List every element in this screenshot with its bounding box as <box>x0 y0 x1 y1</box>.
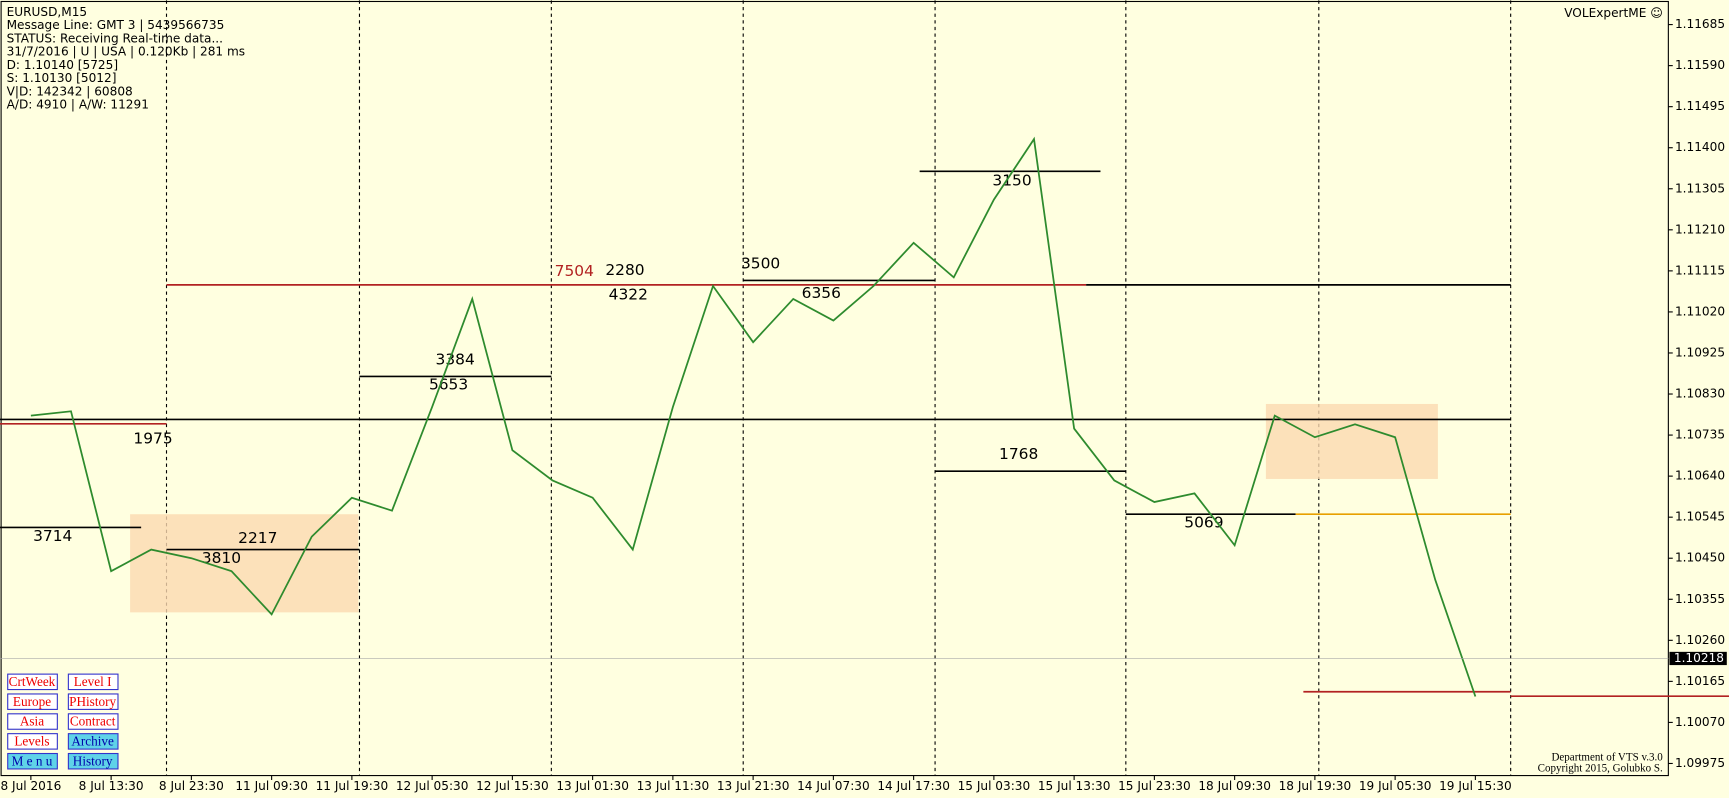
level-label: 1768 <box>999 445 1038 463</box>
button[interactable]: Archive <box>67 733 119 750</box>
level-label: 1975 <box>133 430 172 448</box>
y-tick-label: 1.11590 <box>1675 58 1725 72</box>
x-tick-label: 13 Jul 21:30 <box>717 779 790 793</box>
y-tick-label: 1.11115 <box>1675 263 1725 277</box>
level-label: 3384 <box>436 350 475 368</box>
level-labels: 7504 2280 4322 3500 6356 3384 5653 1975 … <box>33 172 1223 567</box>
level-label: 4322 <box>609 285 648 303</box>
plot-frame <box>0 0 1669 777</box>
info-line: V|D: 142342 | 60808 <box>7 84 133 98</box>
y-tick-label: 1.10355 <box>1675 592 1725 606</box>
y-tick-label: 1.11210 <box>1675 222 1725 236</box>
button-label[interactable]: Asia <box>20 714 44 729</box>
y-tick-label: 1.11020 <box>1675 304 1725 318</box>
level-label: 5653 <box>429 376 468 394</box>
buttons: CrtWeek Level I Europe PHistory Asia Con… <box>7 673 119 770</box>
x-tick-label: 19 Jul 05:30 <box>1359 779 1432 793</box>
button[interactable]: Levels <box>7 733 58 750</box>
x-tick-label: 8 Jul 2016 <box>0 779 61 793</box>
y-tick-label: 1.10070 <box>1675 715 1725 729</box>
level-label: 2217 <box>238 529 277 547</box>
x-tick-label: 15 Jul 13:30 <box>1038 779 1111 793</box>
button-label[interactable]: PHistory <box>69 694 116 709</box>
info-line: S: 1.10130 [5012] <box>7 71 117 85</box>
info-line: D: 1.10140 [5725] <box>7 58 118 72</box>
price-line <box>30 136 1477 697</box>
button-label[interactable]: Contract <box>70 714 116 729</box>
button-label[interactable]: Europe <box>13 694 51 709</box>
button[interactable]: History <box>67 752 119 770</box>
level-label: 2280 <box>605 261 644 279</box>
range-box <box>130 514 359 613</box>
x-tick-label: 13 Jul 11:30 <box>637 779 710 793</box>
x-tick-label: 12 Jul 05:30 <box>396 779 469 793</box>
level-label: 3500 <box>741 254 780 272</box>
info-line: Message Line: GMT 3 | 5439566735 <box>7 18 225 32</box>
y-tick-label: 1.10545 <box>1675 510 1725 524</box>
footer-line: Department of VTS v.3.0 <box>1551 751 1663 763</box>
x-tick-label: 13 Jul 01:30 <box>556 779 629 793</box>
symbol: EURUSD,M15 <box>7 5 88 19</box>
level-label: 3150 <box>992 172 1031 190</box>
x-tick-label: 14 Jul 07:30 <box>797 779 870 793</box>
button[interactable]: CrtWeek <box>7 673 58 691</box>
x-tick-label: 15 Jul 03:30 <box>958 779 1031 793</box>
button-label[interactable]: History <box>73 753 113 768</box>
x-tick-label: 18 Jul 19:30 <box>1279 779 1352 793</box>
x-tick-label: 18 Jul 09:30 <box>1198 779 1271 793</box>
x-tick-label: 19 Jul 15:30 <box>1439 779 1512 793</box>
y-tick-label: 1.11400 <box>1675 140 1725 154</box>
x-tick-label: 11 Jul 19:30 <box>316 779 389 793</box>
y-tick-label: 1.10260 <box>1675 633 1725 647</box>
level-label: 3810 <box>202 549 241 567</box>
button[interactable]: Contract <box>67 713 119 730</box>
y-tick-label: 1.10735 <box>1675 428 1725 442</box>
level-label: 6356 <box>802 284 841 302</box>
level-label: 3714 <box>33 527 72 545</box>
button-label[interactable]: CrtWeek <box>9 674 56 689</box>
price-plot <box>0 136 1669 697</box>
price-axis: 1.11685 1.11590 1.11495 1.11400 1.11305 1.112… <box>0 17 1727 793</box>
button-label[interactable]: M e n u <box>12 753 53 768</box>
button-label[interactable]: Archive <box>71 734 114 749</box>
button[interactable]: Asia <box>7 713 58 730</box>
button[interactable]: Level I <box>67 673 119 691</box>
x-tick-label: 8 Jul 13:30 <box>79 779 144 793</box>
y-tick-label: 1.11305 <box>1675 181 1725 195</box>
info-line: STATUS: Receiving Real-time data... <box>7 31 223 45</box>
brand: VOLExpertME ☺ <box>1564 6 1663 20</box>
last-price-box <box>1669 651 1727 666</box>
button[interactable]: M e n u <box>7 752 58 770</box>
y-tick-label: 1.10450 <box>1675 551 1725 565</box>
info-line: 31/7/2016 | U | USA | 0.120Kb | 281 ms <box>7 45 246 59</box>
button-label[interactable]: Level I <box>74 674 112 689</box>
x-tick-label: 14 Jul 17:30 <box>877 779 950 793</box>
y-tick-label: 1.11495 <box>1675 99 1725 113</box>
level-lines <box>0 170 1729 697</box>
info-line: A/D: 4910 | A/W: 11291 <box>7 98 149 112</box>
y-tick-label: 1.09975 <box>1675 756 1725 770</box>
y-tick-label: 1.10640 <box>1675 469 1725 483</box>
last-price-label: 1.10218 <box>1674 651 1724 665</box>
x-tick-label: 11 Jul 09:30 <box>235 779 308 793</box>
y-tick-label: 1.10830 <box>1675 387 1725 401</box>
button-label[interactable]: Levels <box>14 734 49 749</box>
button[interactable]: Europe <box>7 693 58 710</box>
range-box <box>1265 403 1438 479</box>
x-tick-label: 8 Jul 23:30 <box>159 779 224 793</box>
level-label: 7504 <box>555 262 594 280</box>
x-tick-label: 15 Jul 23:30 <box>1118 779 1191 793</box>
x-tick-label: 12 Jul 15:30 <box>476 779 549 793</box>
info-panel: EURUSD,M15 Message Line: GMT 3 | 5439566… <box>7 5 1663 112</box>
y-tick-label: 1.11685 <box>1675 17 1725 31</box>
footer-line: Copyright 2015, Golubko S. <box>1538 762 1663 774</box>
y-tick-label: 1.10925 <box>1675 345 1725 359</box>
y-tick-label: 1.10165 <box>1675 674 1725 688</box>
button[interactable]: PHistory <box>67 693 119 710</box>
